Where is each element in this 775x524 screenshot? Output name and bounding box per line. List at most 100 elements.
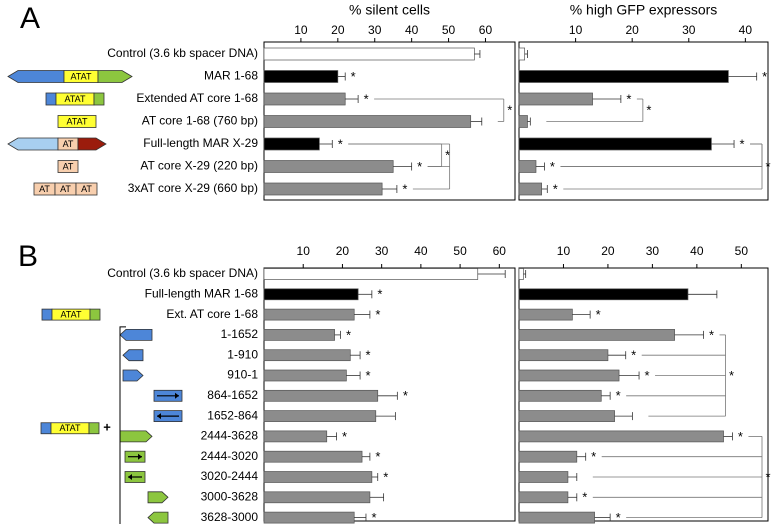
at-core-label: ATAT: [71, 71, 92, 81]
bar: [518, 450, 578, 463]
significance-star: *: [364, 91, 369, 106]
tick-label: 20: [601, 244, 615, 258]
bar: [263, 70, 339, 83]
significance-star: *: [375, 307, 380, 322]
significance-star: *: [616, 510, 621, 524]
category-label: 3000-3628: [201, 489, 259, 503]
bar: [263, 389, 379, 402]
mar-green-segment: [97, 70, 133, 83]
bar: [263, 308, 355, 321]
bar: [263, 410, 377, 422]
significance-star: *: [507, 103, 512, 118]
at-core-label: AT: [63, 161, 74, 171]
bar: [518, 92, 593, 106]
category-label: 910-1: [227, 368, 258, 382]
ext-green-segment: [93, 92, 105, 106]
bar: [263, 137, 320, 151]
tick-label: 30: [375, 244, 389, 258]
axis-title: % silent cells: [349, 2, 430, 18]
tick-label: 50: [735, 244, 749, 258]
bar: [263, 92, 346, 106]
significance-star: *: [740, 136, 745, 151]
axis-title: % high GFP expressors: [570, 2, 718, 18]
category-label: AT core 1-68 (760 bp): [142, 114, 258, 128]
bar: [263, 491, 371, 504]
ext-green-segment: [88, 422, 100, 435]
bar: [263, 288, 359, 301]
at-core-label: AT: [81, 184, 92, 194]
bar: [518, 160, 537, 173]
category-label: Full-length MAR X-29: [143, 136, 258, 150]
base-construct: ATAT: [40, 422, 100, 435]
tick-label: 20: [336, 244, 350, 258]
construct-diagram: [122, 369, 144, 382]
tick-label: 10: [297, 244, 311, 258]
construct-diagram: [119, 328, 153, 341]
orientation-arrow-head: [175, 392, 179, 399]
bar: [518, 329, 675, 341]
construct-diagram: [122, 349, 144, 362]
ext-green-segment: [89, 308, 101, 321]
category-label: 1-1652: [221, 327, 259, 341]
bar: [263, 160, 394, 173]
panel-letter-B: B: [18, 240, 38, 273]
construct-diagram: [153, 389, 183, 402]
construct-diagram: [153, 410, 183, 423]
category-label: Control (3.6 kb spacer DNA): [107, 266, 258, 280]
at-core-segment: [57, 115, 97, 128]
at-core-segment: [75, 182, 98, 196]
x29-left-segment: [7, 137, 59, 151]
bar: [518, 430, 724, 443]
construct-diagram: ATAT: [57, 115, 97, 128]
significance-star: *: [366, 368, 371, 383]
significance-star: *: [596, 307, 601, 322]
construct-group-bracket: [119, 326, 126, 524]
at-core-label: AT: [39, 184, 50, 194]
tick-label: 20: [626, 23, 640, 37]
construct-diagram: [147, 511, 169, 524]
category-label: Full-length MAR 1-68: [145, 286, 259, 300]
bar: [263, 430, 328, 443]
fragment-arrow: [147, 511, 169, 524]
construct-diagram: AT AT AT: [33, 182, 98, 196]
significance-star: *: [553, 181, 558, 196]
construct-diagram: ATAT: [7, 70, 133, 83]
fragment-arrow: [119, 430, 153, 443]
significance-star: *: [582, 490, 587, 505]
tick-label: 10: [294, 23, 308, 37]
bar: [263, 369, 347, 382]
construct-diagram: ATAT: [41, 308, 101, 321]
bar: [518, 369, 620, 382]
significance-star: *: [616, 388, 621, 403]
construct-diagram: [124, 471, 146, 483]
bar: [518, 268, 524, 280]
significance-star: *: [765, 159, 770, 174]
significance-star: *: [346, 327, 351, 342]
significance-star: *: [383, 469, 388, 484]
construct-diagram: [124, 450, 146, 463]
fragment-arrow: [119, 328, 153, 341]
significance-star: *: [550, 159, 555, 174]
bar: [518, 308, 573, 321]
bar: [518, 70, 729, 83]
ext-blue-segment: [40, 422, 52, 435]
orientation-arrow-head: [157, 413, 161, 420]
at-core-segment: [57, 160, 79, 173]
significance-star: *: [631, 348, 636, 363]
bar: [263, 329, 335, 341]
category-label: 3xAT core X-29 (660 bp): [128, 181, 258, 195]
plus-sign: +: [103, 420, 111, 435]
tick-label: 50: [453, 244, 467, 258]
category-label: Control (3.6 kb spacer DNA): [107, 46, 258, 60]
tick-label: 10: [569, 23, 583, 37]
tick-label: 30: [682, 23, 696, 37]
category-label: 3628-3000: [201, 510, 259, 524]
bar: [518, 349, 609, 362]
significance-star: *: [738, 429, 743, 444]
at-core-label: ATAT: [60, 423, 81, 433]
significance-star: *: [402, 181, 407, 196]
significance-star: *: [762, 69, 767, 84]
bar: [518, 182, 542, 196]
bar: [518, 115, 528, 128]
